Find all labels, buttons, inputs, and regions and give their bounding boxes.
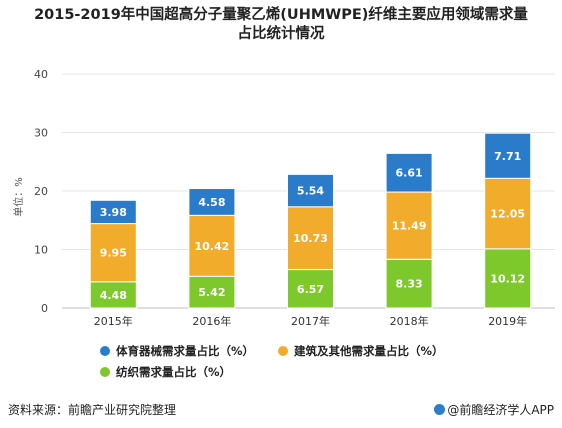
y-axis-label: 单位：% (12, 177, 25, 217)
data-label: 10.73 (293, 232, 328, 245)
y-tick-label: 0 (41, 302, 48, 315)
bar-segment (89, 199, 137, 225)
data-label: 10.42 (195, 240, 230, 253)
brand-logo-icon (434, 404, 446, 415)
bar-segment (188, 214, 236, 277)
legend-swatch (278, 346, 288, 356)
bar-segment (484, 248, 532, 309)
data-label: 5.54 (297, 185, 324, 198)
data-label: 4.48 (100, 289, 127, 302)
legend-label: 建筑及其他需求量占比（%） (294, 344, 444, 358)
data-label: 10.12 (490, 272, 525, 285)
legend-swatch (100, 346, 110, 356)
brand-text: @前瞻经济学人APP (447, 403, 554, 417)
bar-segment (484, 132, 532, 179)
legend-swatch (100, 367, 110, 377)
x-tick-label: 2015年 (94, 314, 133, 328)
data-label: 5.42 (198, 286, 225, 299)
x-tick-label: 2016年 (192, 314, 231, 328)
bar-segment (287, 269, 334, 309)
data-label: 3.98 (100, 206, 127, 219)
chart-title-line-1: 2015-2019年中国超高分子量聚乙烯(UHMWPE)纤维主要应用领域需求量 (34, 7, 528, 23)
brand-credit: @前瞻经济学人APP (434, 401, 554, 418)
y-tick-label: 20 (34, 185, 48, 198)
x-tick-label: 2018年 (390, 314, 429, 328)
y-tick-label: 40 (34, 68, 48, 81)
data-label: 4.58 (198, 196, 225, 209)
chart-title-line-2: 占比统计情况 (237, 26, 325, 42)
bar-segment (385, 191, 433, 260)
data-label: 7.71 (494, 150, 521, 163)
bar-segment (484, 177, 532, 250)
data-label: 8.33 (396, 278, 423, 291)
x-tick-label: 2017年 (291, 314, 330, 328)
data-label: 6.61 (396, 167, 423, 180)
chart-title: 2015-2019年中国超高分子量聚乙烯(UHMWPE)纤维主要应用领域需求量 … (0, 6, 562, 44)
data-label: 9.95 (100, 247, 127, 260)
y-tick-label: 30 (34, 127, 48, 140)
data-label: 11.49 (392, 220, 427, 233)
bar-segment (287, 206, 334, 271)
source-note: 资料来源：前瞻产业研究院整理 (8, 403, 177, 417)
bar-segment (385, 258, 433, 309)
bar-segment (188, 275, 236, 309)
bar-segment (188, 188, 236, 216)
legend-label: 体育器械需求量占比（%） (116, 344, 254, 358)
bar-segment (385, 152, 433, 193)
x-tick-label: 2019年 (488, 314, 527, 328)
bar-segment (287, 173, 334, 208)
bar-segment (89, 281, 137, 309)
y-tick-label: 10 (34, 244, 48, 257)
data-label: 12.05 (490, 208, 525, 221)
data-label: 6.57 (297, 283, 324, 296)
legend-label: 纺织需求量占比（%） (116, 365, 231, 379)
